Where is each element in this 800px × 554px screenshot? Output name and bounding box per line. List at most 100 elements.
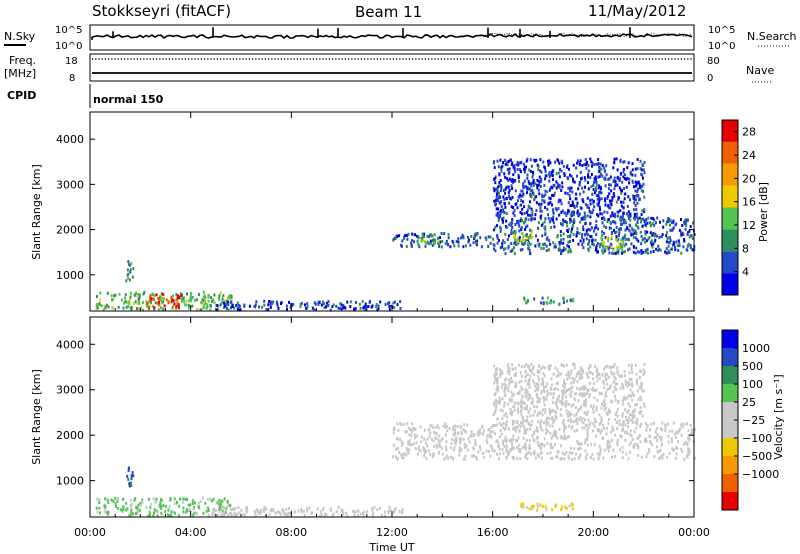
data-cell — [646, 247, 649, 251]
data-cell — [524, 431, 527, 435]
data-cell — [642, 237, 645, 241]
data-cell — [644, 240, 646, 244]
data-cell — [368, 300, 371, 304]
data-cell — [630, 367, 633, 371]
data-cell — [624, 237, 627, 241]
data-cell — [409, 443, 412, 447]
data-cell — [564, 382, 567, 386]
data-cell — [219, 291, 222, 295]
data-cell — [155, 293, 158, 297]
data-cell — [528, 249, 531, 253]
colorbar-tick-label: 24 — [742, 149, 756, 162]
data-cell — [518, 423, 521, 427]
data-cell — [494, 225, 497, 229]
data-cell — [162, 300, 165, 304]
data-cell — [428, 435, 431, 439]
data-cell — [550, 436, 553, 440]
colorbar-segment — [722, 402, 738, 420]
data-cell — [555, 382, 558, 386]
y-tick-label: 3000 — [56, 384, 84, 397]
data-cell — [638, 375, 641, 379]
data-cell — [207, 508, 210, 512]
data-cell — [586, 214, 589, 218]
data-cell — [538, 244, 541, 248]
data-cell — [464, 454, 467, 458]
data-cell — [176, 501, 179, 505]
data-cell — [501, 440, 504, 444]
data-cell — [557, 171, 560, 175]
data-cell — [638, 434, 641, 437]
data-cell — [603, 166, 606, 170]
data-cell — [520, 399, 523, 403]
data-cell — [468, 238, 470, 242]
data-cell — [640, 189, 643, 193]
data-cell — [683, 457, 686, 461]
data-cell — [593, 389, 596, 392]
data-cell — [637, 180, 640, 184]
data-cell — [202, 295, 205, 299]
colorbar-tick-label: 25 — [742, 396, 756, 409]
data-cell — [581, 164, 584, 167]
data-cell — [235, 513, 238, 517]
data-cell — [515, 163, 518, 167]
data-cell — [520, 504, 523, 508]
data-cell — [603, 218, 606, 221]
data-cell — [587, 163, 590, 167]
data-cell — [397, 437, 400, 441]
data-cell — [517, 163, 520, 167]
data-cell — [431, 234, 434, 238]
data-cell — [173, 502, 176, 505]
data-cell — [626, 237, 629, 241]
data-cell — [572, 179, 575, 183]
data-cell — [661, 233, 664, 237]
data-cell — [570, 219, 573, 223]
data-cell — [621, 216, 624, 220]
data-cell — [595, 183, 598, 187]
data-cell — [272, 300, 274, 304]
data-cell — [595, 162, 598, 166]
data-cell — [512, 457, 515, 461]
data-cell — [508, 427, 510, 431]
data-cell — [434, 431, 437, 435]
data-cell — [601, 174, 604, 178]
data-cell — [561, 209, 564, 213]
data-cell — [363, 305, 366, 309]
data-cell — [616, 438, 619, 442]
data-cell — [587, 187, 590, 191]
data-cell — [508, 167, 511, 171]
data-cell — [549, 412, 552, 416]
data-cell — [584, 158, 587, 161]
data-cell — [521, 248, 524, 252]
data-cell — [674, 432, 676, 436]
data-cell — [589, 421, 592, 425]
data-cell — [520, 217, 522, 221]
data-cell — [536, 186, 539, 190]
data-cell — [325, 513, 328, 517]
data-cell — [424, 244, 427, 248]
data-cell — [647, 237, 650, 241]
data-cell — [416, 234, 419, 238]
data-cell — [624, 396, 627, 400]
data-cell — [543, 421, 545, 425]
data-cell — [609, 206, 612, 210]
data-cell — [324, 514, 327, 518]
data-cell — [163, 304, 166, 308]
colorbar-segment — [722, 229, 738, 252]
data-cell — [473, 235, 476, 239]
data-cell — [559, 222, 562, 226]
data-cell — [572, 380, 575, 384]
data-cell — [622, 236, 624, 240]
data-cell — [603, 224, 606, 228]
data-cell — [180, 292, 182, 296]
data-cell — [645, 239, 648, 243]
data-cell — [421, 236, 424, 240]
data-cell — [575, 192, 578, 196]
data-cell — [534, 182, 537, 186]
data-cell — [677, 431, 680, 435]
data-cell — [558, 167, 561, 171]
colorbar-segment — [722, 366, 738, 384]
data-cell — [572, 163, 575, 167]
data-cell — [381, 513, 383, 517]
data-cell — [493, 381, 496, 385]
data-cell — [198, 506, 201, 510]
